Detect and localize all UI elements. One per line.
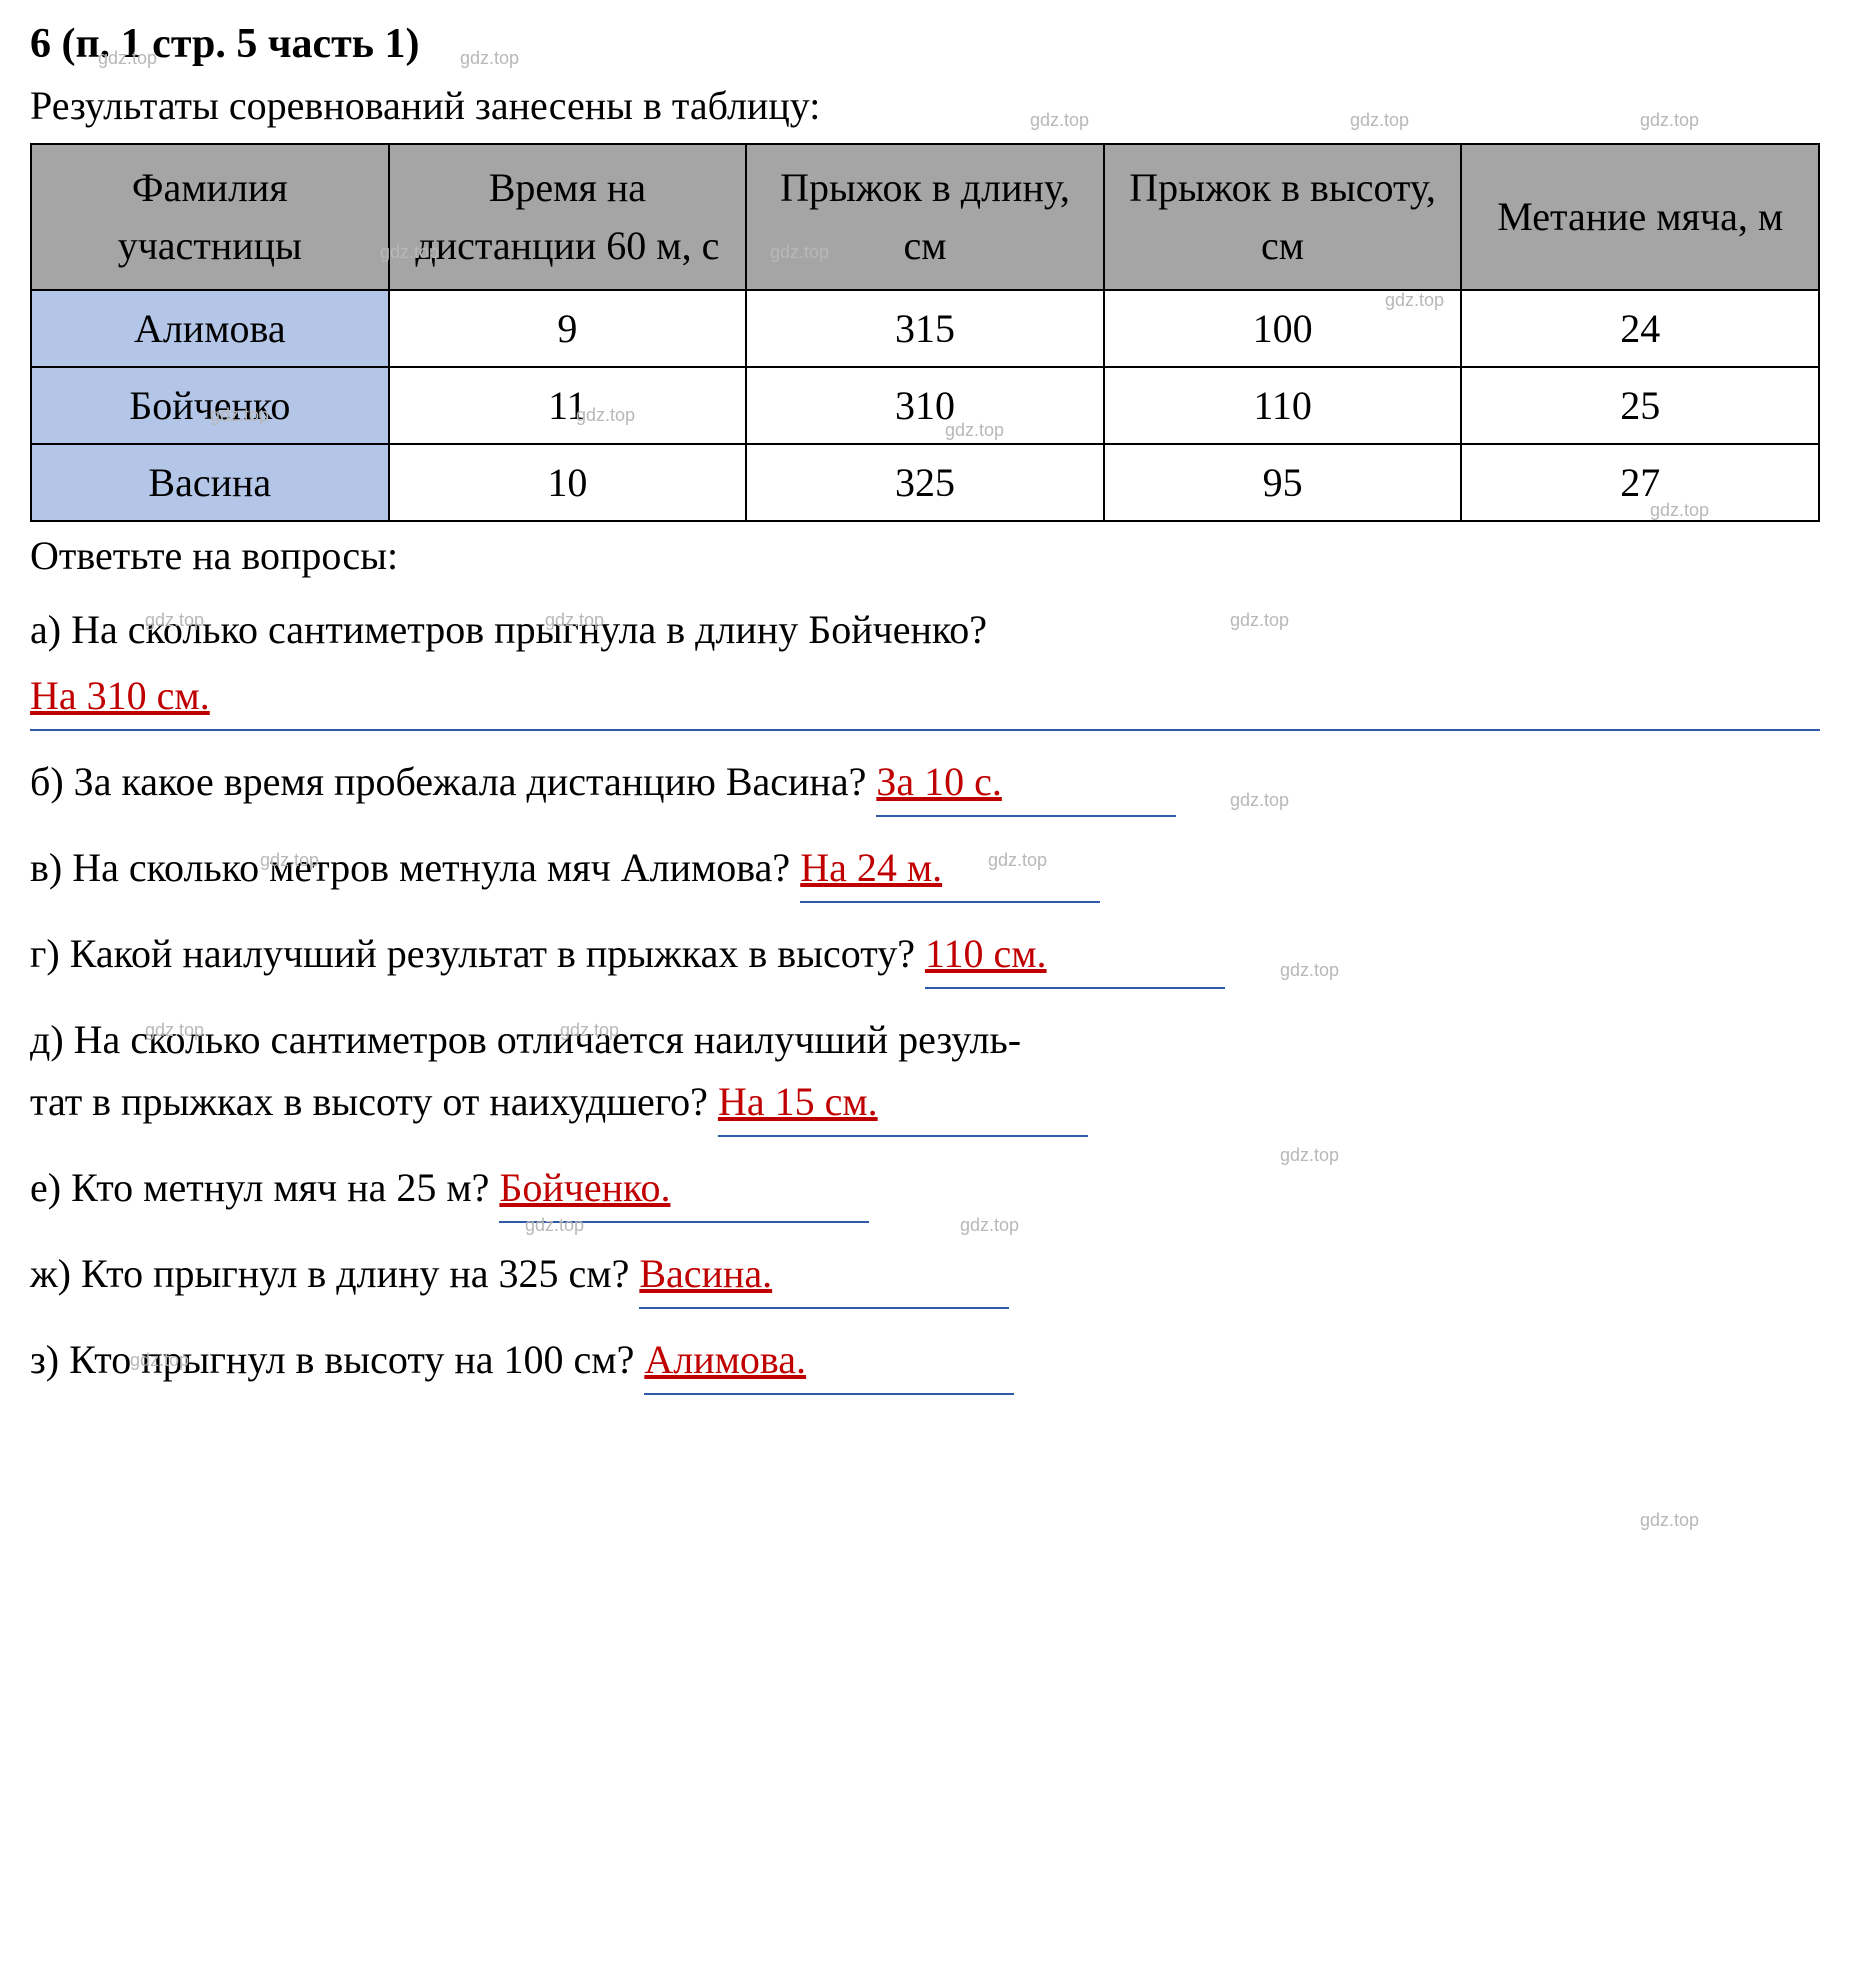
question-text: б) За какое время пробежала дистанцию Ва… <box>30 759 866 804</box>
question-text-line2: тат в прыжках в высоту от наихудшего? <box>30 1079 708 1124</box>
question-v: в) На сколько метров метнула мяч Алимова… <box>30 837 1820 903</box>
answer-line: Бойченко. <box>499 1157 869 1223</box>
answer-text: На 310 см. <box>30 673 210 718</box>
answer-line: За 10 с. <box>876 751 1176 817</box>
question-b: б) За какое время пробежала дистанцию Ва… <box>30 751 1820 817</box>
question-text: ж) Кто прыгнул в длину на 325 см? <box>30 1251 629 1296</box>
col-header-time: Время на дистанции 60 м, с <box>389 144 747 290</box>
answer-line: Васина. <box>639 1243 1009 1309</box>
answer-text: На 15 см. <box>718 1079 878 1124</box>
exercise-title: 6 (п. 1 стр. 5 часть 1) <box>30 20 1820 68</box>
cell-longjump: 325 <box>746 444 1104 521</box>
answer-text: 110 см. <box>925 931 1047 976</box>
col-header-throw: Метание мяча, м <box>1461 144 1819 290</box>
question-text: а) На сколько сантиметров прыгнула в дли… <box>30 607 987 652</box>
answer-line: 110 см. <box>925 923 1225 989</box>
cell-name: Васина <box>31 444 389 521</box>
intro-text: Результаты соревнований занесены в табли… <box>30 82 1820 129</box>
answer-text: За 10 с. <box>876 759 1002 804</box>
col-header-longjump: Прыжок в длину, см <box>746 144 1104 290</box>
cell-longjump: 315 <box>746 290 1104 367</box>
cell-time: 9 <box>389 290 747 367</box>
answer-line: Алимова. <box>644 1329 1014 1395</box>
col-header-name: Фамилия участницы <box>31 144 389 290</box>
cell-name: Алимова <box>31 290 389 367</box>
cell-time: 11 <box>389 367 747 444</box>
cell-longjump: 310 <box>746 367 1104 444</box>
question-text-line1: д) На сколько сантиметров отличается наи… <box>30 1017 1021 1062</box>
results-table: Фамилия участницы Время на дистанции 60 … <box>30 143 1820 522</box>
cell-highjump: 110 <box>1104 367 1462 444</box>
answer-text: Алимова. <box>644 1337 806 1382</box>
cell-name: Бойченко <box>31 367 389 444</box>
cell-time: 10 <box>389 444 747 521</box>
answer-line: На 24 м. <box>800 837 1100 903</box>
cell-highjump: 100 <box>1104 290 1462 367</box>
answer-text: Бойченко. <box>499 1165 670 1210</box>
answer-line: На 15 см. <box>718 1071 1088 1137</box>
cell-highjump: 95 <box>1104 444 1462 521</box>
question-text: в) На сколько метров метнула мяч Алимова… <box>30 845 790 890</box>
table-row: Бойченко 11 310 110 25 <box>31 367 1819 444</box>
question-text: г) Какой наилучший результат в прыжках в… <box>30 931 915 976</box>
answer-text: На 24 м. <box>800 845 942 890</box>
question-z: з) Кто прыгнул в высоту на 100 см? Алимо… <box>30 1329 1820 1395</box>
questions-heading: Ответьте на вопросы: <box>30 532 1820 579</box>
cell-throw: 27 <box>1461 444 1819 521</box>
question-zh: ж) Кто прыгнул в длину на 325 см? Васина… <box>30 1243 1820 1309</box>
question-d: д) На сколько сантиметров отличается наи… <box>30 1009 1820 1137</box>
cell-throw: 24 <box>1461 290 1819 367</box>
table-row: Васина 10 325 95 27 <box>31 444 1819 521</box>
table-row: Алимова 9 315 100 24 <box>31 290 1819 367</box>
question-g: г) Какой наилучший результат в прыжках в… <box>30 923 1820 989</box>
question-text: е) Кто метнул мяч на 25 м? <box>30 1165 489 1210</box>
question-text: з) Кто прыгнул в высоту на 100 см? <box>30 1337 634 1382</box>
question-e: е) Кто метнул мяч на 25 м? Бойченко. <box>30 1157 1820 1223</box>
col-header-highjump: Прыжок в высоту, см <box>1104 144 1462 290</box>
answer-line: На 310 см. <box>30 665 1820 731</box>
answer-text: Васина. <box>639 1251 772 1296</box>
question-a: а) На сколько сантиметров прыгнула в дли… <box>30 599 1820 731</box>
table-header-row: Фамилия участницы Время на дистанции 60 … <box>31 144 1819 290</box>
cell-throw: 25 <box>1461 367 1819 444</box>
watermark: gdz.top <box>1640 1510 1699 1531</box>
